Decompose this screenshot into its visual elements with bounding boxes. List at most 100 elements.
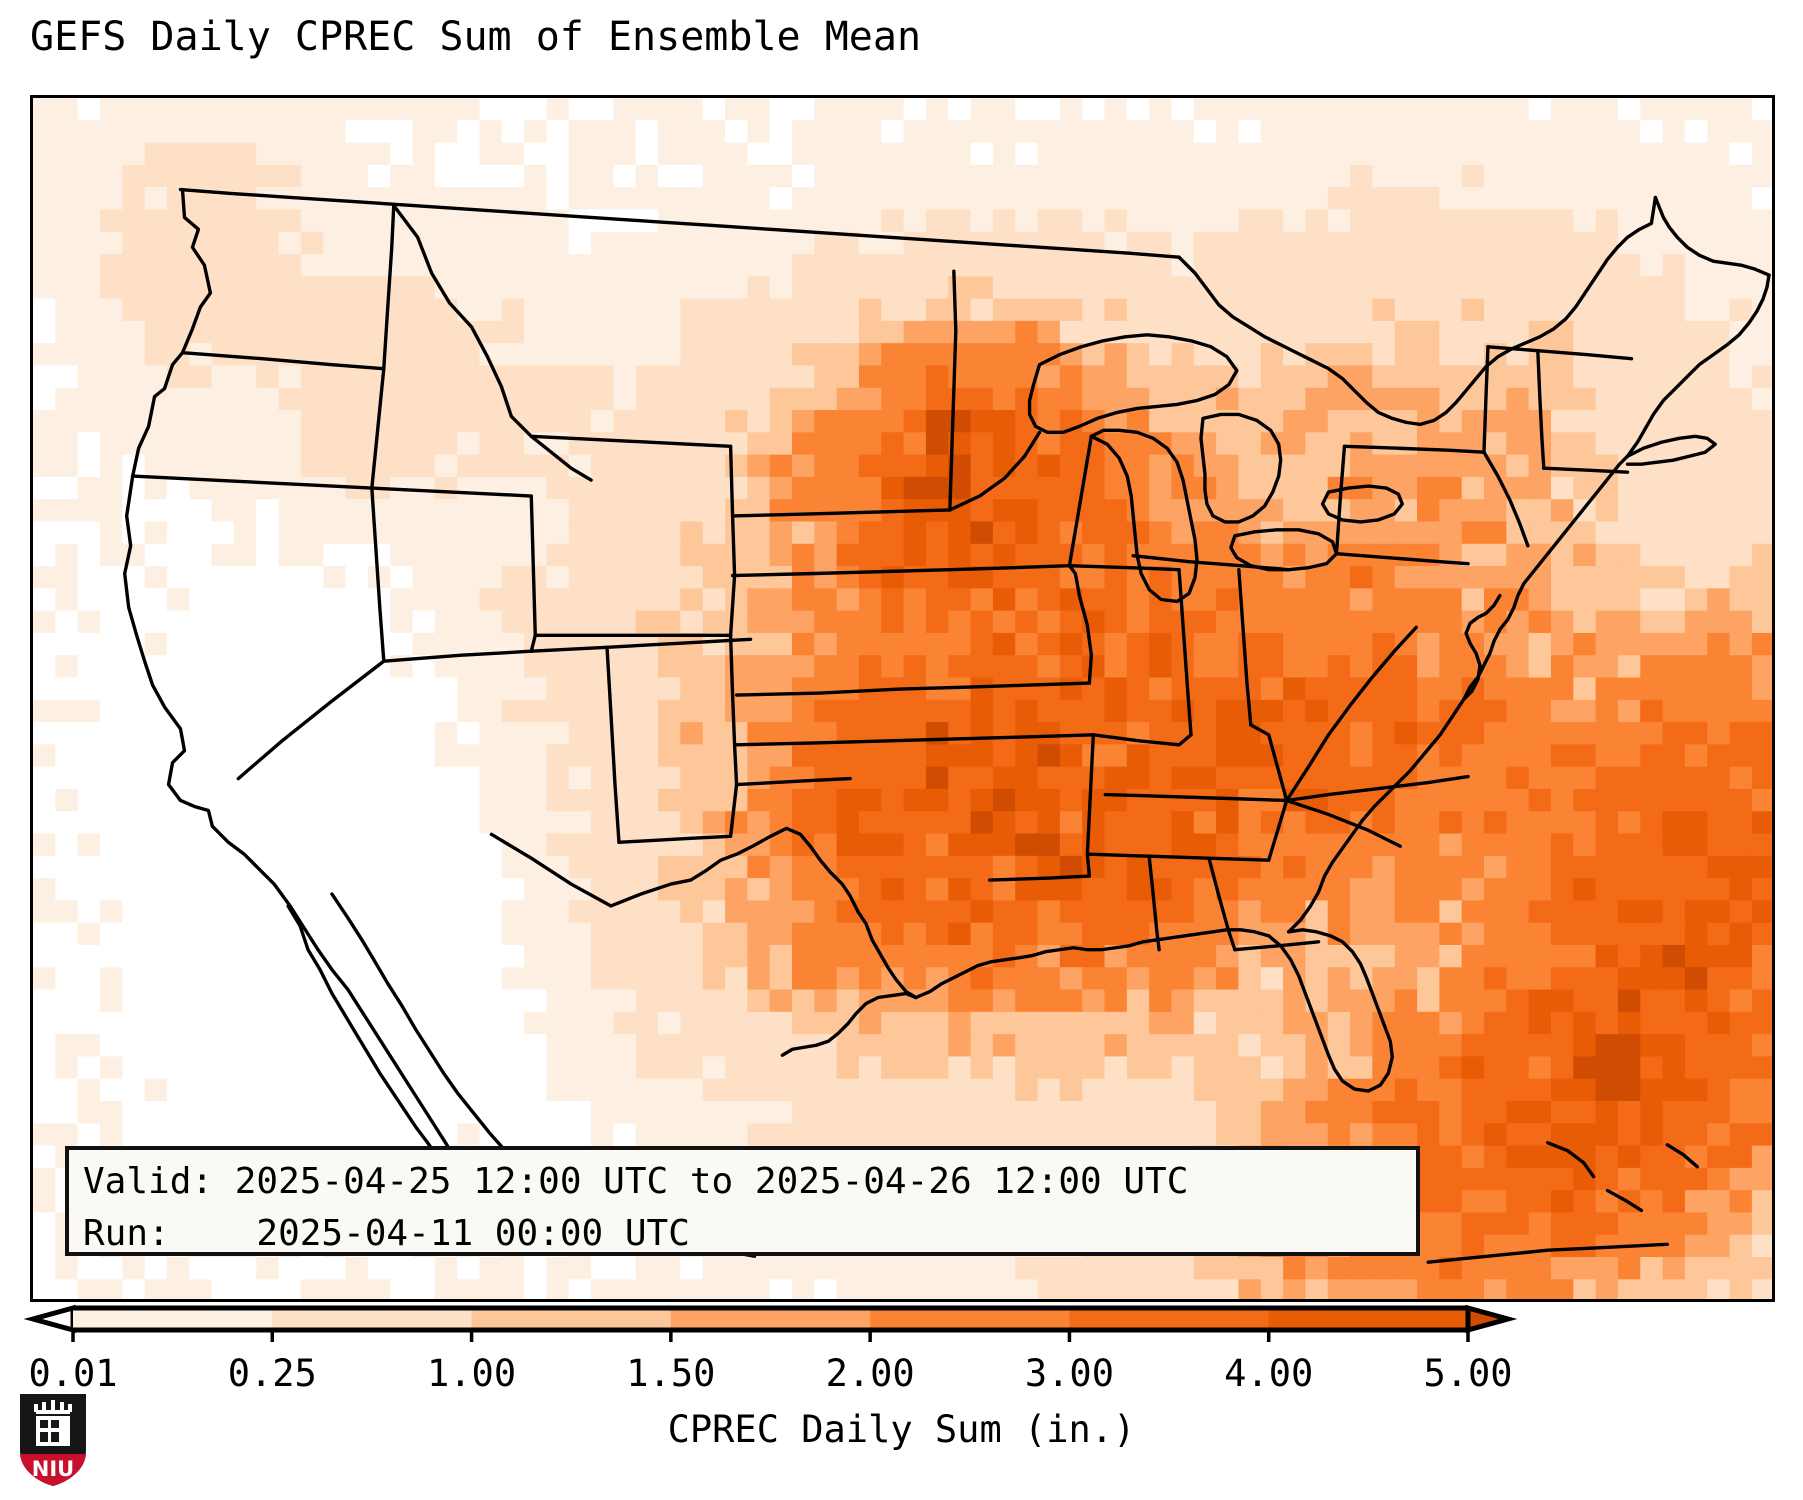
precip-cell [323,1100,347,1124]
precip-cell [122,989,146,1013]
precip-cell [412,454,436,478]
precip-cell [702,120,726,144]
precip-cell [591,142,614,166]
precip-cell [702,944,726,968]
precip-cell [300,788,324,812]
precip-cell [1015,298,1039,322]
precip-cell [591,164,614,188]
precip-cell [99,1034,123,1058]
precip-cell [658,1078,681,1102]
precip-cell [1193,1123,1217,1147]
map-plot-area[interactable] [30,95,1775,1302]
precip-cell [256,521,280,545]
precip-cell [479,788,503,812]
precip-cell [300,744,324,768]
precip-cell [278,254,302,277]
precip-cell [1037,499,1061,523]
precip-cell [1662,1279,1686,1299]
precip-cell [1372,855,1396,879]
precip-cell [300,98,324,121]
precip-cell [903,655,927,679]
precip-cell [1640,120,1664,144]
precip-cell [1238,454,1262,478]
precip-cell [345,788,369,812]
precip-cell [457,699,481,723]
precip-cell [1461,566,1485,589]
precip-cell [479,1257,503,1280]
precip-cell [1082,1078,1106,1102]
precip-cell [903,142,927,166]
precip-cell [546,1100,570,1124]
precip-cell [1082,1279,1106,1299]
precip-cell [836,142,860,166]
precip-cell [1439,1100,1463,1124]
precip-cell [1037,878,1061,901]
colorbar-segment [1069,1308,1270,1330]
precip-cell [33,298,56,322]
precip-cell [948,811,972,835]
precip-cell [1417,164,1440,188]
colorbar[interactable] [0,1302,1803,1342]
precip-cell [791,432,815,456]
precip-cell [769,142,793,166]
precip-cell [1595,432,1619,456]
precip-cell [1573,187,1597,211]
precip-cell [613,588,637,612]
precip-cell [1751,320,1772,344]
precip-cell [546,1011,570,1035]
precip-cell [881,655,905,679]
precip-cell [300,120,324,144]
precip-cell [1216,320,1240,344]
precip-cell [1015,855,1039,879]
precip-cell [1483,744,1507,768]
precip-cell [925,521,949,545]
precip-cell [300,387,324,411]
precip-cell [1260,744,1284,768]
precip-cell [189,588,213,612]
precip-cell [479,922,503,946]
precip-cell [256,1100,280,1124]
precip-cell [970,209,994,233]
precip-cell [1684,1078,1708,1102]
precip-cell [1059,476,1083,500]
precip-cell [658,298,681,322]
precip-cell [1104,120,1128,144]
precip-cell [725,1279,748,1299]
precip-cell [1126,922,1150,946]
precip-cell [546,276,570,300]
precip-cell [836,655,860,679]
precip-cell [256,989,280,1013]
precip-cell [1550,164,1574,188]
precip-cell [1528,989,1552,1013]
precip-cell [323,365,347,389]
precip-cell [77,1257,101,1280]
precip-cell [725,387,748,411]
precip-cell [1238,254,1262,277]
page-title: GEFS Daily CPREC Sum of Ensemble Mean [30,14,922,60]
precip-cell [1059,209,1083,233]
precip-cell [702,209,726,233]
precip-cell [278,1011,302,1035]
precip-cell [77,855,101,879]
precip-cell [1305,566,1329,589]
precip-cell [99,722,123,745]
precip-cell [1305,944,1329,968]
precip-cell [680,543,704,567]
precip-cell [1149,1034,1173,1058]
precip-cell [1104,142,1128,166]
precip-cell [725,811,748,835]
precip-cell [1171,98,1195,121]
geo-outline [605,645,621,844]
precip-cell [390,499,414,523]
precip-cell [166,1279,190,1299]
colorbar-segment [73,1308,273,1330]
precip-cell [836,231,860,255]
precip-cell [1662,343,1686,367]
precip-cell [658,187,681,211]
precip-cell [457,410,481,433]
precip-cell [1305,320,1329,344]
precip-cell [1193,1279,1217,1299]
precip-cell [144,276,168,300]
precip-cell [323,521,347,545]
precip-cell [412,387,436,411]
